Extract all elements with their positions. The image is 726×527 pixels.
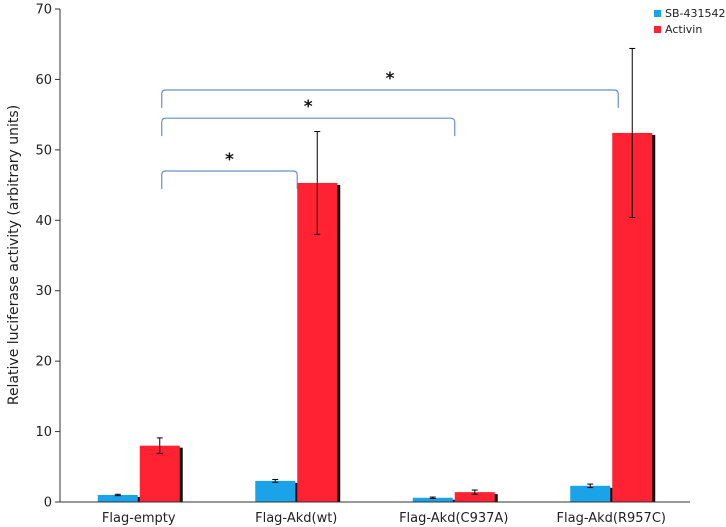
bar-sb-431542: [412, 497, 453, 502]
significance-star: *: [225, 150, 234, 170]
bar-sb-431542: [97, 494, 138, 502]
significance-star: *: [304, 97, 313, 117]
y-tick-label: 60: [35, 73, 52, 88]
legend-label: Activin: [665, 23, 702, 36]
significance-brackets: * * *: [161, 69, 619, 189]
significance-bracket: [161, 117, 456, 137]
x-axis: Flag-empty Flag-Akd(wt) Flag-Akd(C937A) Fla…: [60, 501, 690, 526]
bar-sb-431542: [255, 480, 296, 502]
bar-activin: [454, 492, 495, 502]
bars: [97, 47, 656, 503]
legend-label: SB-431542: [665, 7, 726, 20]
x-category-label: Flag-Akd(C937A): [399, 511, 508, 526]
significance-bracket: [161, 89, 619, 108]
y-tick-label: 50: [35, 143, 52, 158]
bar-activin: [139, 445, 180, 502]
bar-sb-431542: [570, 485, 611, 502]
significance-bracket: [161, 170, 298, 189]
legend-swatch: [654, 26, 661, 33]
y-tick-label: 30: [35, 284, 52, 299]
y-tick-label: 20: [35, 355, 52, 370]
x-category-label: Flag-Akd(wt): [255, 511, 337, 526]
y-tick-label: 40: [35, 214, 52, 229]
y-tick-label: 70: [35, 3, 52, 18]
y-tick-label: 10: [35, 425, 52, 440]
y-axis: 0 10 20 30 40 50 60 70: [35, 3, 61, 511]
bar-activin: [297, 182, 338, 503]
legend-swatch: [654, 10, 661, 17]
legend: SB-431542 Activin: [654, 7, 726, 36]
x-category-label: Flag-empty: [102, 511, 176, 526]
x-category-label: Flag-Akd(R957C): [557, 511, 666, 526]
y-axis-label: Relative luciferase activity (arbitrary …: [6, 105, 22, 405]
significance-star: *: [386, 69, 395, 89]
y-tick-label: 0: [44, 496, 52, 511]
